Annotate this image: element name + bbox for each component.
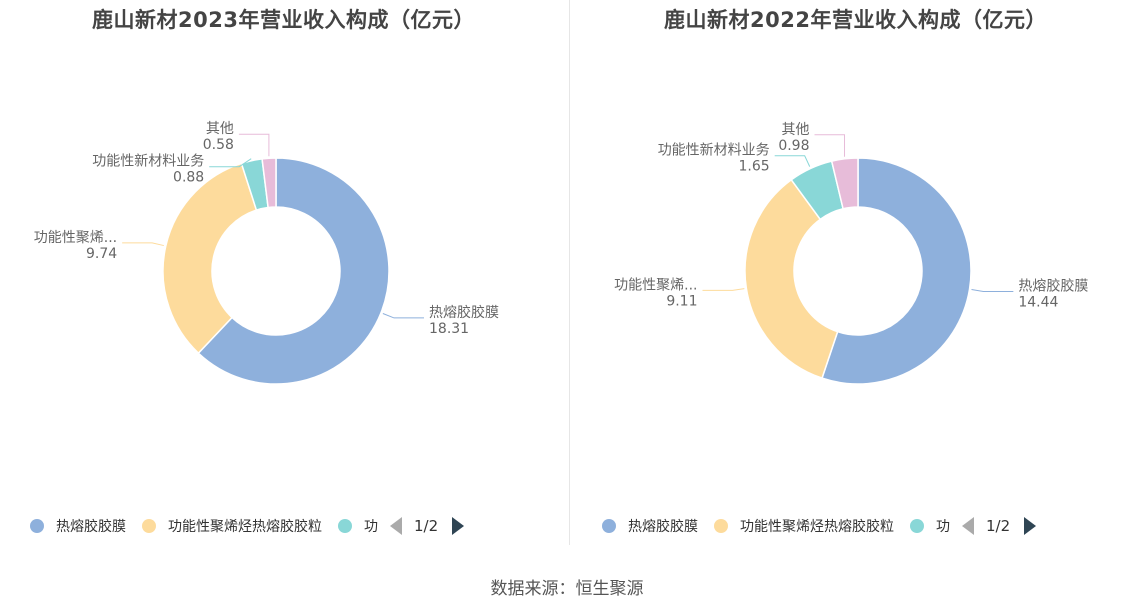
- slice-name-label: 功能性聚烯...: [34, 230, 117, 246]
- legend-next-page-icon[interactable]: [452, 517, 465, 535]
- chart-title: 鹿山新材2023年营业收入构成（亿元）: [92, 8, 475, 32]
- legend-label: 功能性聚烯烃热熔胶胶粒: [168, 519, 322, 535]
- pie-slice[interactable]: [197, 157, 390, 385]
- slice-name-label: 功能性新材料业务: [92, 154, 204, 170]
- legend-swatch: [714, 519, 728, 533]
- label-leader-line: [238, 133, 270, 157]
- legend-label: 功能性聚烯烃热熔胶胶粒: [740, 519, 894, 535]
- legend-swatch: [30, 519, 44, 533]
- pie-slice[interactable]: [261, 157, 277, 209]
- label-leader-line: [814, 134, 846, 157]
- pie-slice[interactable]: [830, 157, 859, 210]
- legend-label: 热熔胶胶膜: [628, 519, 698, 535]
- slice-name-label: 功能性新材料业务: [658, 143, 770, 159]
- legend-pager: 1/2: [956, 517, 1037, 535]
- label-leader-line: [702, 288, 745, 291]
- legend-page-indicator: 1/2: [414, 517, 439, 535]
- legend-prev-page-icon[interactable]: [962, 517, 974, 535]
- pie-slice[interactable]: [162, 162, 258, 355]
- legend-item[interactable]: 热熔胶胶膜: [602, 516, 698, 536]
- label-leader-line: [774, 155, 811, 167]
- legend-label: 功: [936, 519, 950, 535]
- legend-item[interactable]: 功: [910, 516, 950, 536]
- data-source-note: 数据来源：恒生聚源: [490, 579, 644, 599]
- chart-panel-2023: 鹿山新材2023年营业收入构成（亿元） 热熔胶胶膜 18.31 功能性聚烯... 9.…: [0, 0, 567, 550]
- slice-value-label: 9.74: [86, 246, 117, 262]
- slice-value-label: 1.65: [739, 159, 770, 175]
- legend-prev-page-icon[interactable]: [390, 517, 402, 535]
- slice-value-label: 14.44: [1018, 294, 1058, 310]
- legend-label: 热熔胶胶膜: [56, 519, 126, 535]
- slice-name-label: 其他: [782, 122, 810, 138]
- chart-legend: 热熔胶胶膜 功能性聚烯烃热熔胶胶粒 功 1/2: [602, 512, 1037, 540]
- panel-divider: [569, 0, 570, 545]
- slice-value-label: 0.58: [203, 137, 234, 153]
- legend-pager: 1/2: [384, 517, 465, 535]
- slice-value-label: 0.88: [173, 170, 204, 186]
- legend-swatch: [338, 519, 352, 533]
- pie-slice[interactable]: [744, 178, 839, 380]
- legend-item[interactable]: 功能性聚烯烃热熔胶胶粒: [714, 516, 894, 536]
- slice-value-label: 18.31: [429, 321, 469, 337]
- slice-name-label: 热熔胶胶膜: [429, 304, 499, 321]
- slice-name-label: 其他: [206, 121, 234, 137]
- legend-next-page-icon[interactable]: [1024, 517, 1037, 535]
- label-leader-line: [382, 313, 425, 319]
- slice-value-label: 0.98: [778, 138, 809, 154]
- legend-swatch: [910, 519, 924, 533]
- slice-name-label: 热熔胶胶膜: [1018, 277, 1088, 294]
- legend-page-indicator: 1/2: [986, 517, 1011, 535]
- chart-panel-2022: 鹿山新材2022年营业收入构成（亿元） 热熔胶胶膜 14.44 功能性聚烯... 9.…: [572, 0, 1134, 550]
- chart-title: 鹿山新材2022年营业收入构成（亿元）: [664, 8, 1047, 32]
- label-leader-line: [122, 242, 164, 247]
- pie-slice[interactable]: [821, 157, 972, 385]
- chart-legend: 热熔胶胶膜 功能性聚烯烃热熔胶胶粒 功 1/2: [30, 512, 465, 540]
- label-leader-line: [971, 289, 1014, 292]
- label-leader-line: [209, 158, 252, 168]
- legend-item[interactable]: 功能性聚烯烃热熔胶胶粒: [142, 516, 322, 536]
- legend-item[interactable]: 热熔胶胶膜: [30, 516, 126, 536]
- legend-swatch: [602, 519, 616, 533]
- legend-item[interactable]: 功: [338, 516, 378, 536]
- legend-label: 功: [364, 519, 378, 535]
- legend-swatch: [142, 519, 156, 533]
- slice-name-label: 功能性聚烯...: [614, 277, 697, 293]
- slice-value-label: 9.11: [666, 293, 697, 309]
